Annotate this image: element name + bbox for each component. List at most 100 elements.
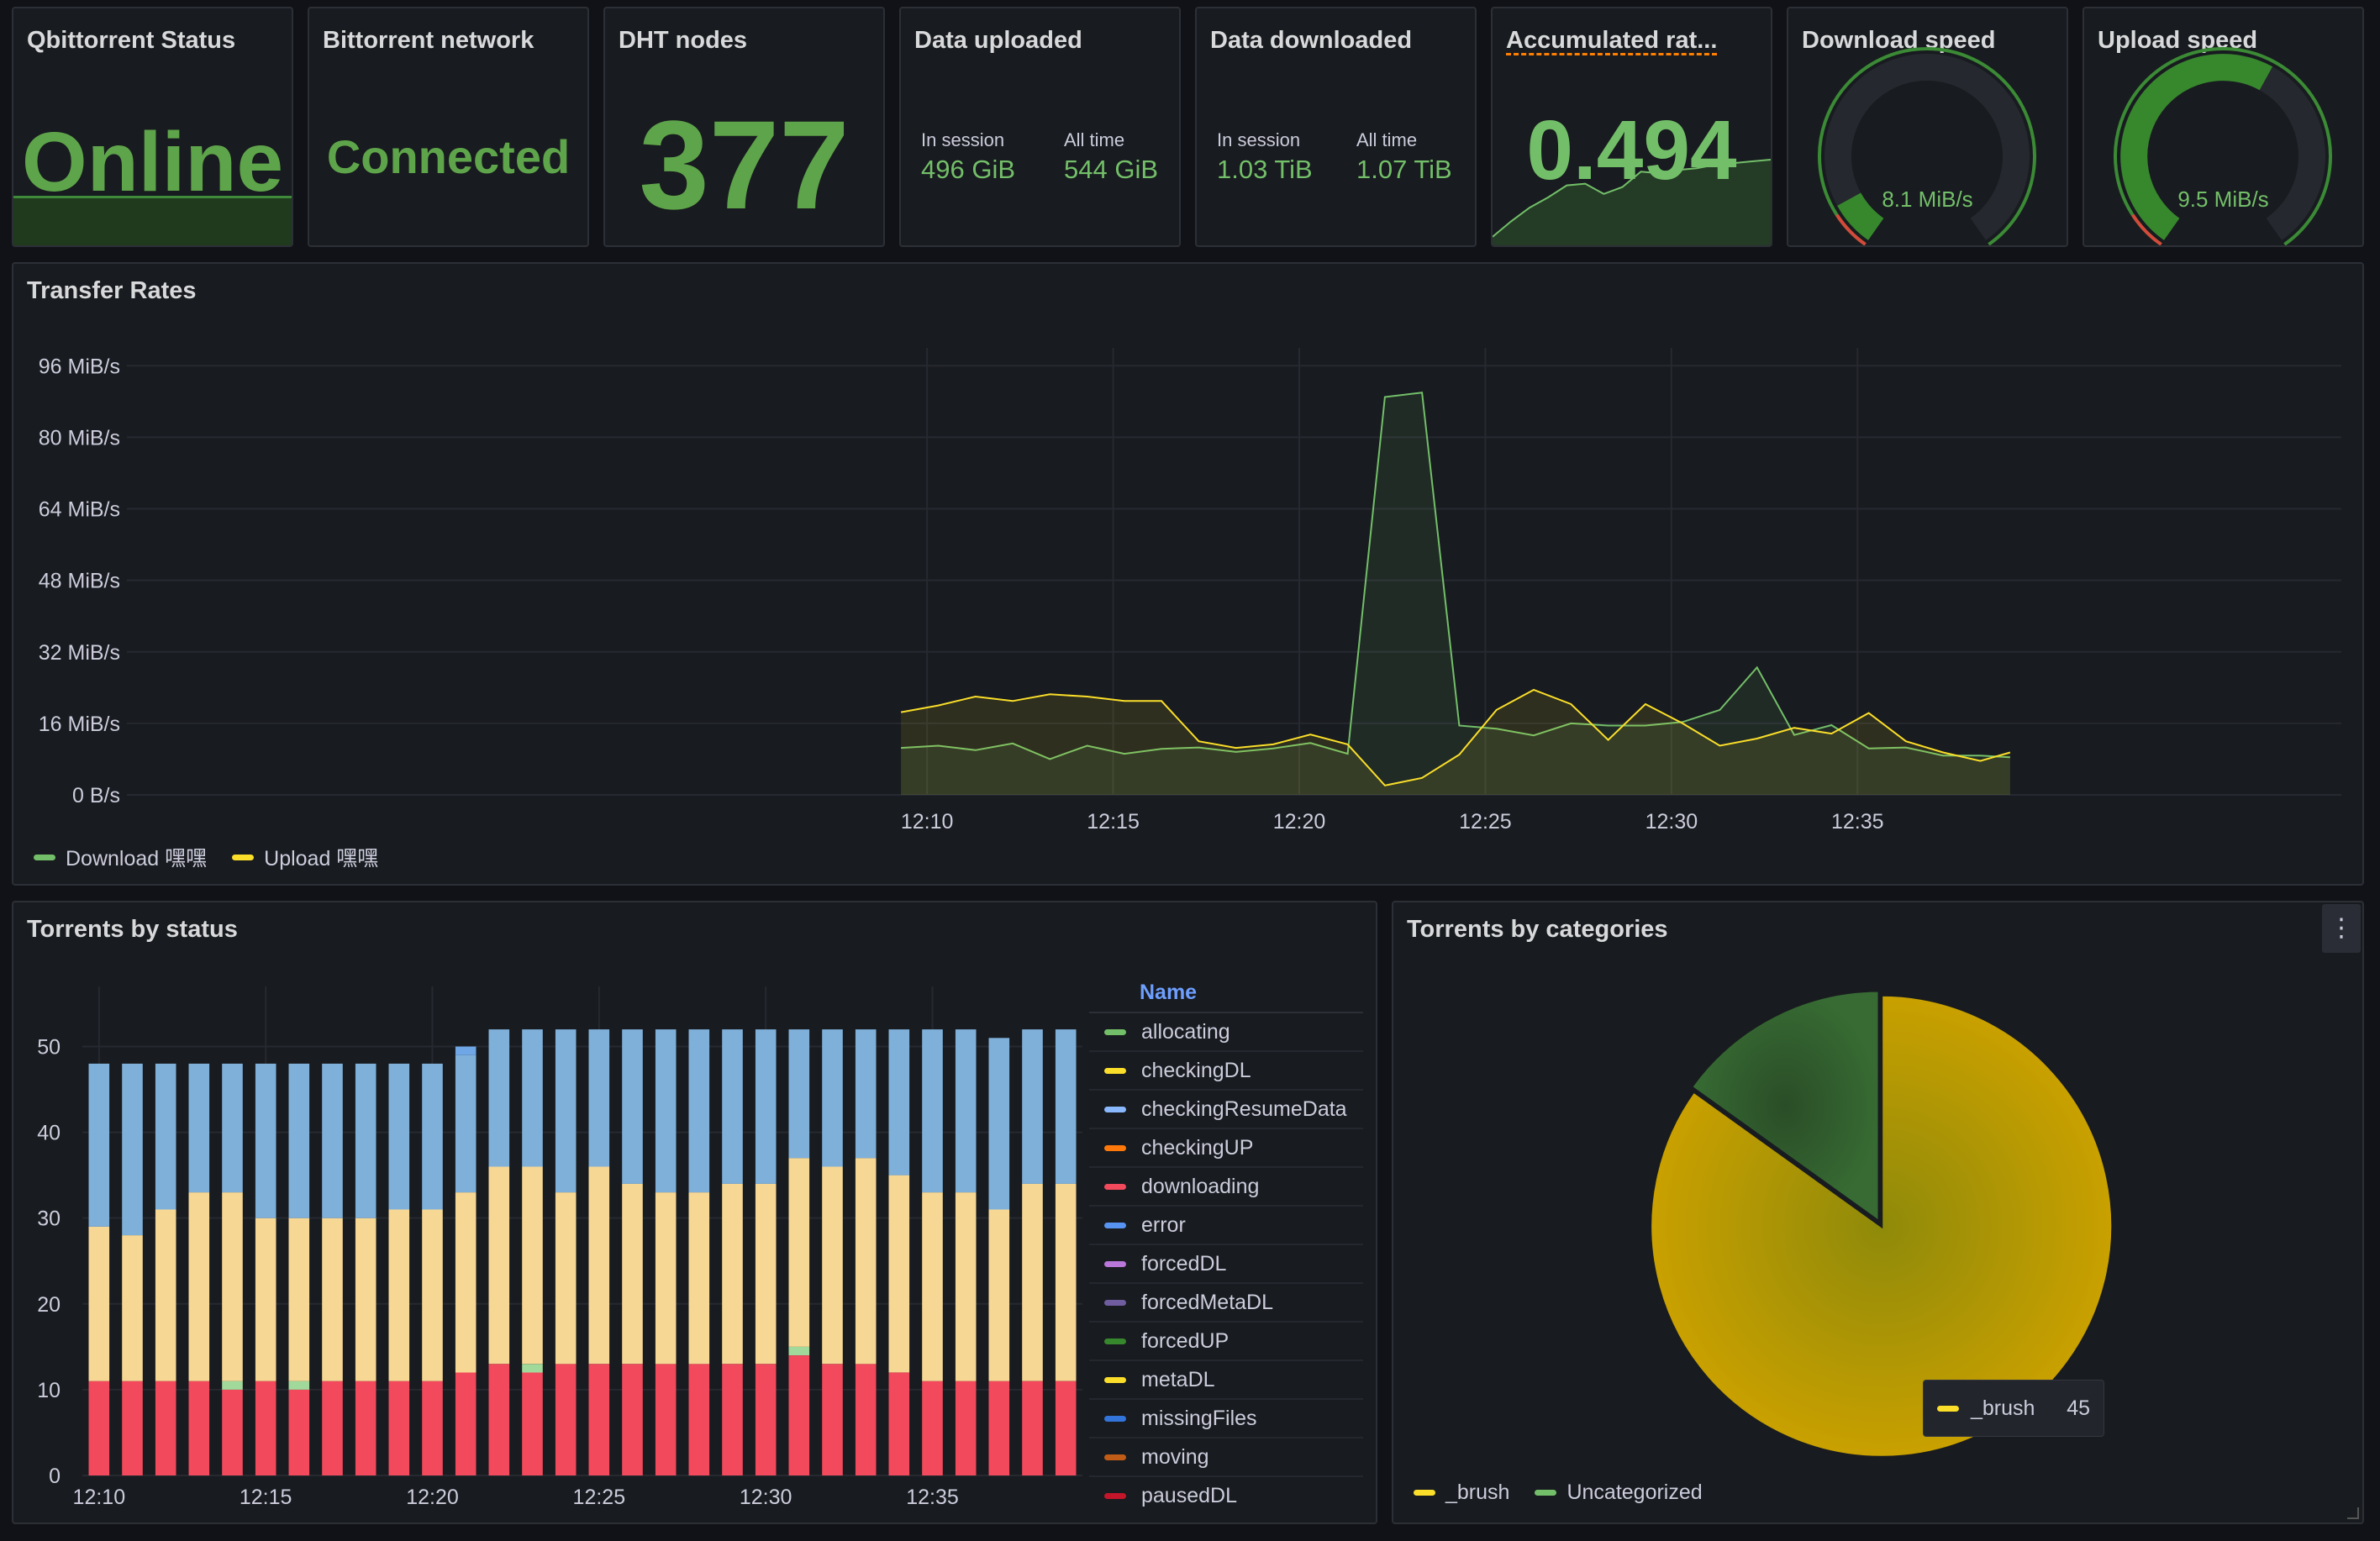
- bar-segment-downloading[interactable]: [388, 1381, 410, 1475]
- legend-item-checkingResumeData[interactable]: checkingResumeData: [1089, 1091, 1363, 1129]
- legend-item-allocating[interactable]: allocating: [1089, 1013, 1363, 1052]
- bar-segment-downloading[interactable]: [255, 1381, 276, 1475]
- bar-segment-downloading[interactable]: [455, 1372, 477, 1476]
- bar-segment-checkingDL[interactable]: [1022, 1183, 1043, 1381]
- bar-segment-checkingDL[interactable]: [588, 1166, 610, 1365]
- bar-segment-downloading[interactable]: [755, 1364, 777, 1475]
- bar-segment-checkingResumeData[interactable]: [688, 1029, 710, 1193]
- bar-segment-checkingResumeData[interactable]: [122, 1063, 143, 1236]
- bar-segment-downloading[interactable]: [155, 1381, 176, 1475]
- bar-segment-checkingResumeData[interactable]: [288, 1063, 310, 1218]
- bar-segment-checkingResumeData[interactable]: [455, 1055, 477, 1193]
- bar-segment-checkingDL[interactable]: [388, 1209, 410, 1381]
- bar-segment-checkingDL[interactable]: [555, 1192, 577, 1365]
- bar-segment-checkingResumeData[interactable]: [88, 1063, 110, 1227]
- legend-item-metaDL[interactable]: metaDL: [1089, 1361, 1363, 1400]
- legend-item-missingFiles[interactable]: missingFiles: [1089, 1400, 1363, 1438]
- bar-segment-checkingDL[interactable]: [288, 1218, 310, 1381]
- bar-segment-checkingDL[interactable]: [855, 1158, 877, 1365]
- bar-segment-allocating[interactable]: [222, 1381, 243, 1390]
- bar-segment-checkingResumeData[interactable]: [588, 1029, 610, 1167]
- bar-segment-checkingDL[interactable]: [922, 1192, 943, 1381]
- bar-segment-downloading[interactable]: [488, 1364, 510, 1475]
- bar-segment-checkingResumeData[interactable]: [388, 1063, 410, 1210]
- bar-segment-downloading[interactable]: [555, 1364, 577, 1475]
- bar-segment-checkingDL[interactable]: [255, 1218, 276, 1381]
- pie-slice-Uncategorized[interactable]: [1689, 989, 1881, 1224]
- bar-segment-checkingResumeData[interactable]: [788, 1029, 810, 1159]
- legend-item-error[interactable]: error: [1089, 1207, 1363, 1245]
- bar-segment-downloading[interactable]: [88, 1381, 110, 1475]
- bar-segment-downloading[interactable]: [422, 1381, 443, 1475]
- bar-segment-checkingResumeData[interactable]: [1022, 1029, 1043, 1184]
- bar-segment-downloading[interactable]: [622, 1364, 643, 1475]
- bar-segment-downloading[interactable]: [822, 1364, 843, 1475]
- bar-segment-checkingDL[interactable]: [222, 1192, 243, 1381]
- bar-segment-checkingResumeData[interactable]: [355, 1063, 376, 1218]
- bar-segment-downloading[interactable]: [288, 1389, 310, 1475]
- bar-segment-allocating[interactable]: [522, 1364, 543, 1373]
- legend-item-downloading[interactable]: downloading: [1089, 1168, 1363, 1207]
- legend-name-header[interactable]: Name: [1089, 973, 1363, 1013]
- legend-item-checkingDL[interactable]: checkingDL: [1089, 1052, 1363, 1091]
- bar-segment-checkingDL[interactable]: [888, 1175, 910, 1373]
- bar-segment-downloading[interactable]: [788, 1355, 810, 1475]
- bar-segment-checkingDL[interactable]: [688, 1192, 710, 1365]
- bar-segment-checkingResumeData[interactable]: [922, 1029, 943, 1193]
- bar-segment-checkingResumeData[interactable]: [488, 1029, 510, 1167]
- bar-segment-checkingDL[interactable]: [188, 1192, 210, 1381]
- bar-segment-downloading[interactable]: [188, 1381, 210, 1475]
- bar-segment-checkingDL[interactable]: [422, 1209, 443, 1381]
- bar-segment-checkingResumeData[interactable]: [155, 1063, 176, 1210]
- bar-segment-checkingDL[interactable]: [455, 1192, 477, 1373]
- bar-segment-checkingResumeData[interactable]: [522, 1029, 543, 1167]
- legend-download[interactable]: Download 嘿嘿: [34, 842, 207, 872]
- legend-brush[interactable]: _brush: [1414, 1481, 1509, 1505]
- bar-segment-checkingResumeData[interactable]: [222, 1063, 243, 1193]
- bar-segment-allocating[interactable]: [288, 1381, 310, 1390]
- bar-segment-checkingDL[interactable]: [822, 1166, 843, 1365]
- bar-segment-checkingDL[interactable]: [788, 1158, 810, 1347]
- legend-item-pausedDL[interactable]: pausedDL: [1089, 1477, 1363, 1511]
- bar-segment-error[interactable]: [455, 1046, 477, 1055]
- bar-segment-checkingDL[interactable]: [88, 1226, 110, 1381]
- bar-segment-checkingResumeData[interactable]: [722, 1029, 743, 1184]
- bar-segment-downloading[interactable]: [955, 1381, 977, 1475]
- bar-segment-downloading[interactable]: [355, 1381, 376, 1475]
- bar-segment-checkingDL[interactable]: [622, 1183, 643, 1365]
- bar-segment-checkingResumeData[interactable]: [655, 1029, 677, 1193]
- bar-segment-checkingResumeData[interactable]: [822, 1029, 843, 1167]
- bar-segment-checkingResumeData[interactable]: [988, 1038, 1010, 1210]
- legend-item-forcedUP[interactable]: forcedUP: [1089, 1323, 1363, 1361]
- bar-segment-checkingDL[interactable]: [755, 1183, 777, 1365]
- bar-segment-checkingDL[interactable]: [355, 1218, 376, 1381]
- bar-segment-downloading[interactable]: [655, 1364, 677, 1475]
- bar-segment-downloading[interactable]: [588, 1364, 610, 1475]
- legend-upload[interactable]: Upload 嘿嘿: [232, 842, 378, 872]
- bar-segment-downloading[interactable]: [1055, 1381, 1077, 1475]
- bar-segment-checkingResumeData[interactable]: [755, 1029, 777, 1184]
- legend-item-forcedDL[interactable]: forcedDL: [1089, 1245, 1363, 1284]
- panel-menu-button[interactable]: ⋮: [2322, 904, 2361, 953]
- bar-segment-downloading[interactable]: [322, 1381, 343, 1475]
- bar-segment-checkingDL[interactable]: [488, 1166, 510, 1365]
- bar-segment-checkingResumeData[interactable]: [1055, 1029, 1077, 1184]
- bar-segment-downloading[interactable]: [922, 1381, 943, 1475]
- bar-segment-checkingResumeData[interactable]: [255, 1063, 276, 1218]
- bar-segment-checkingDL[interactable]: [955, 1192, 977, 1381]
- legend-uncategorized[interactable]: Uncategorized: [1535, 1481, 1703, 1505]
- bar-segment-downloading[interactable]: [222, 1389, 243, 1475]
- bar-segment-checkingDL[interactable]: [722, 1183, 743, 1365]
- bar-segment-downloading[interactable]: [122, 1381, 143, 1475]
- bar-segment-checkingResumeData[interactable]: [422, 1063, 443, 1210]
- bar-segment-downloading[interactable]: [855, 1364, 877, 1475]
- bar-segment-checkingDL[interactable]: [522, 1166, 543, 1365]
- bar-segment-checkingDL[interactable]: [655, 1192, 677, 1365]
- bar-segment-checkingResumeData[interactable]: [322, 1063, 343, 1218]
- bar-segment-downloading[interactable]: [688, 1364, 710, 1475]
- bar-segment-checkingResumeData[interactable]: [622, 1029, 643, 1184]
- bar-segment-checkingDL[interactable]: [155, 1209, 176, 1381]
- legend-item-checkingUP[interactable]: checkingUP: [1089, 1129, 1363, 1168]
- bar-segment-checkingResumeData[interactable]: [188, 1063, 210, 1193]
- bar-segment-downloading[interactable]: [522, 1372, 543, 1476]
